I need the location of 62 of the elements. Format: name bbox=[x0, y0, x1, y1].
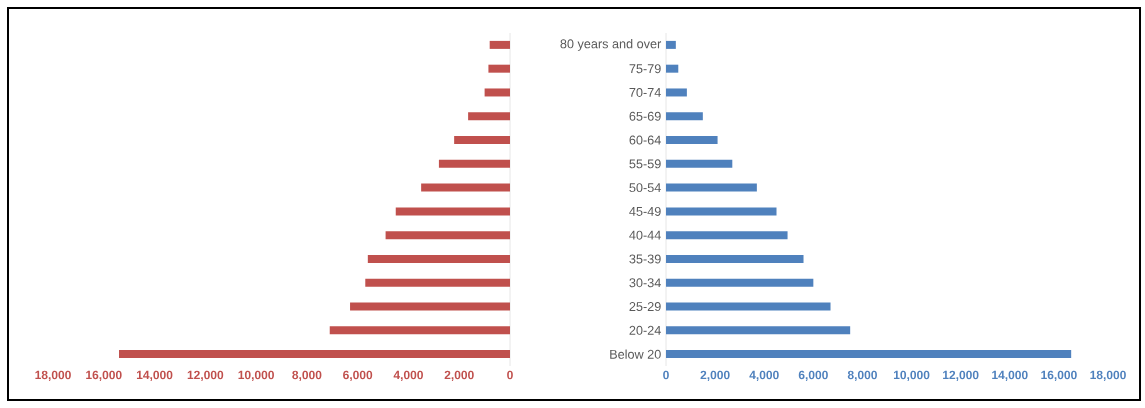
bar bbox=[666, 88, 687, 97]
bar bbox=[365, 278, 510, 287]
y-tick-label: 70-74 bbox=[629, 87, 661, 97]
bar bbox=[666, 136, 718, 145]
x-tick-label: 10,000 bbox=[238, 370, 274, 381]
y-tick-label: 75-79 bbox=[629, 64, 661, 74]
bar bbox=[329, 326, 510, 335]
bar bbox=[488, 64, 510, 73]
bar bbox=[666, 326, 851, 335]
y-tick-label: 45-49 bbox=[629, 206, 661, 216]
y-tick-label: 65-69 bbox=[629, 111, 661, 121]
bar bbox=[666, 112, 703, 121]
bar bbox=[438, 159, 510, 168]
x-tick-label: 14,000 bbox=[992, 370, 1028, 381]
y-tick-label: 80 years and over bbox=[560, 38, 662, 51]
x-tick-label: 12,000 bbox=[187, 370, 224, 381]
x-tick-label: 18,000 bbox=[35, 370, 71, 381]
bar bbox=[421, 183, 510, 192]
y-tick-label: Below 20 bbox=[610, 349, 661, 359]
x-tick-label: 12,000 bbox=[943, 370, 979, 381]
bar bbox=[367, 254, 510, 263]
y-tick-label: 55-59 bbox=[629, 159, 661, 169]
x-tick-label: 6,000 bbox=[343, 370, 373, 381]
x-tick-label: 2,000 bbox=[444, 370, 474, 381]
bar bbox=[468, 112, 510, 121]
x-tick-label: 0 bbox=[663, 370, 669, 380]
bar bbox=[666, 302, 831, 311]
bar bbox=[666, 183, 757, 192]
x-tick-label: 6,000 bbox=[798, 370, 828, 381]
x-tick-label: 4,000 bbox=[393, 370, 423, 381]
x-tick-label: 10,000 bbox=[893, 370, 930, 381]
bar bbox=[119, 350, 510, 359]
bar bbox=[666, 231, 788, 240]
bar bbox=[666, 350, 1072, 359]
bar bbox=[666, 254, 804, 263]
x-tick-label: 8,000 bbox=[847, 370, 877, 381]
y-tick-label: 35-39 bbox=[629, 254, 661, 264]
bar bbox=[454, 136, 510, 145]
bar bbox=[350, 302, 510, 311]
x-tick-label: 16,000 bbox=[86, 370, 122, 381]
x-tick-label: 8,000 bbox=[292, 370, 322, 381]
x-tick-label: 0 bbox=[507, 370, 513, 380]
y-tick-label: 25-29 bbox=[629, 302, 661, 312]
bar bbox=[666, 40, 676, 49]
x-tick-label: 18,000 bbox=[1090, 370, 1126, 381]
bar bbox=[395, 207, 510, 216]
bar bbox=[484, 88, 510, 97]
y-tick-label: 30-34 bbox=[629, 278, 661, 288]
bar bbox=[666, 159, 733, 168]
bar bbox=[666, 278, 814, 287]
x-tick-label: 4,000 bbox=[749, 370, 779, 381]
bar bbox=[666, 207, 777, 216]
y-tick-label: 20-24 bbox=[629, 325, 661, 335]
x-tick-label: 16,000 bbox=[1041, 370, 1077, 381]
y-tick-label: 60-64 bbox=[629, 135, 661, 145]
y-tick-label: 40-44 bbox=[629, 230, 661, 240]
x-tick-label: 2,000 bbox=[700, 370, 730, 381]
bar bbox=[385, 231, 510, 240]
x-tick-label: 14,000 bbox=[136, 370, 173, 381]
bar bbox=[489, 40, 510, 49]
bar bbox=[666, 64, 679, 73]
y-tick-label: 50-54 bbox=[629, 183, 661, 193]
